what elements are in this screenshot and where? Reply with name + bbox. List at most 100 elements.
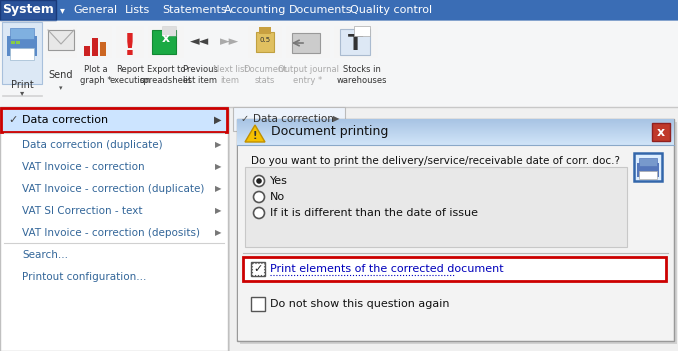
Bar: [237, 135, 674, 136]
Bar: [237, 144, 674, 145]
Bar: [16, 41, 20, 44]
Bar: [237, 119, 674, 120]
Text: ►►: ►►: [220, 35, 239, 48]
Bar: [637, 163, 659, 177]
Bar: [252, 263, 264, 275]
Text: Next list
item: Next list item: [213, 65, 247, 85]
Bar: [84, 46, 90, 56]
Text: VAT Invoice - correction (deposits): VAT Invoice - correction (deposits): [22, 228, 200, 238]
Bar: [238, 145, 673, 340]
Bar: [248, 26, 282, 58]
Bar: [237, 137, 674, 138]
Bar: [634, 153, 662, 181]
Bar: [2, 22, 42, 84]
Bar: [1, 108, 227, 132]
Text: ▾: ▾: [59, 85, 63, 91]
Bar: [10, 28, 34, 39]
Bar: [237, 121, 674, 122]
Bar: [0, 107, 228, 351]
Text: ▾: ▾: [20, 88, 24, 98]
Polygon shape: [245, 125, 265, 142]
Text: General: General: [73, 5, 117, 15]
Text: ▶: ▶: [215, 229, 221, 238]
Bar: [162, 26, 176, 36]
Text: Send: Send: [49, 70, 73, 80]
Bar: [237, 134, 674, 135]
Text: Document printing: Document printing: [271, 126, 388, 139]
Text: Printout configuration...: Printout configuration...: [22, 272, 146, 282]
Bar: [237, 128, 674, 129]
Bar: [152, 30, 176, 54]
Text: 0.5: 0.5: [260, 37, 271, 43]
Text: ▶: ▶: [215, 163, 221, 172]
Bar: [251, 262, 265, 276]
Bar: [652, 123, 670, 141]
Bar: [237, 129, 674, 130]
Bar: [243, 257, 666, 281]
Bar: [237, 120, 674, 121]
Bar: [237, 125, 674, 126]
Bar: [80, 26, 112, 58]
Bar: [354, 26, 370, 36]
Text: ✓: ✓: [8, 115, 18, 125]
Text: Do not show this question again: Do not show this question again: [270, 299, 450, 309]
Bar: [237, 136, 674, 137]
Text: If it is different than the date of issue: If it is different than the date of issu…: [270, 208, 478, 218]
Bar: [240, 122, 677, 344]
Bar: [10, 48, 34, 60]
Text: Print: Print: [11, 80, 33, 90]
Text: x: x: [657, 126, 665, 139]
Bar: [0, 20, 678, 107]
Bar: [292, 33, 320, 53]
Bar: [45, 26, 77, 58]
Bar: [259, 27, 271, 34]
Text: Data correction: Data correction: [22, 115, 108, 125]
Bar: [256, 32, 274, 52]
Text: ▶: ▶: [215, 140, 221, 150]
Bar: [92, 38, 98, 56]
Text: ▶: ▶: [333, 114, 339, 124]
Text: Do you want to print the delivery/service/receivable date of corr. doc.?: Do you want to print the delivery/servic…: [251, 156, 620, 166]
Bar: [237, 140, 674, 141]
Text: Quality control: Quality control: [350, 5, 432, 15]
Text: Print elements of the corrected document: Print elements of the corrected document: [270, 264, 504, 274]
Bar: [148, 26, 184, 58]
Text: x: x: [162, 32, 170, 45]
Bar: [237, 122, 674, 123]
Bar: [162, 26, 176, 36]
Text: ▾: ▾: [60, 5, 65, 15]
Text: Accounting: Accounting: [224, 5, 286, 15]
Circle shape: [254, 207, 264, 219]
Text: ◄◄: ◄◄: [191, 35, 210, 48]
Bar: [237, 138, 674, 139]
Text: ✓: ✓: [241, 114, 249, 124]
Bar: [237, 131, 674, 132]
Bar: [237, 142, 674, 143]
Bar: [237, 141, 674, 142]
Text: ✓: ✓: [254, 264, 262, 274]
Bar: [116, 26, 144, 58]
Bar: [0, 0, 56, 20]
Text: ▶: ▶: [215, 206, 221, 216]
Text: Yes: Yes: [270, 176, 288, 186]
Text: !: !: [123, 32, 137, 61]
Text: Document
stats: Document stats: [243, 65, 287, 85]
Text: System: System: [2, 4, 54, 16]
Bar: [340, 29, 370, 55]
Bar: [237, 130, 674, 131]
Text: Previous
list item: Previous list item: [182, 65, 218, 85]
Bar: [251, 297, 265, 311]
Bar: [237, 126, 674, 127]
Bar: [334, 26, 378, 58]
Bar: [233, 107, 345, 131]
Bar: [11, 41, 15, 44]
Text: T: T: [347, 34, 363, 54]
Bar: [237, 127, 674, 128]
Bar: [245, 167, 627, 247]
Text: VAT Invoice - correction (duplicate): VAT Invoice - correction (duplicate): [22, 184, 204, 194]
Text: Stocks in
warehouses: Stocks in warehouses: [337, 65, 387, 85]
Text: Data correction: Data correction: [253, 114, 334, 124]
Bar: [237, 143, 674, 144]
Bar: [7, 36, 37, 56]
Text: VAT Invoice - correction: VAT Invoice - correction: [22, 162, 144, 172]
